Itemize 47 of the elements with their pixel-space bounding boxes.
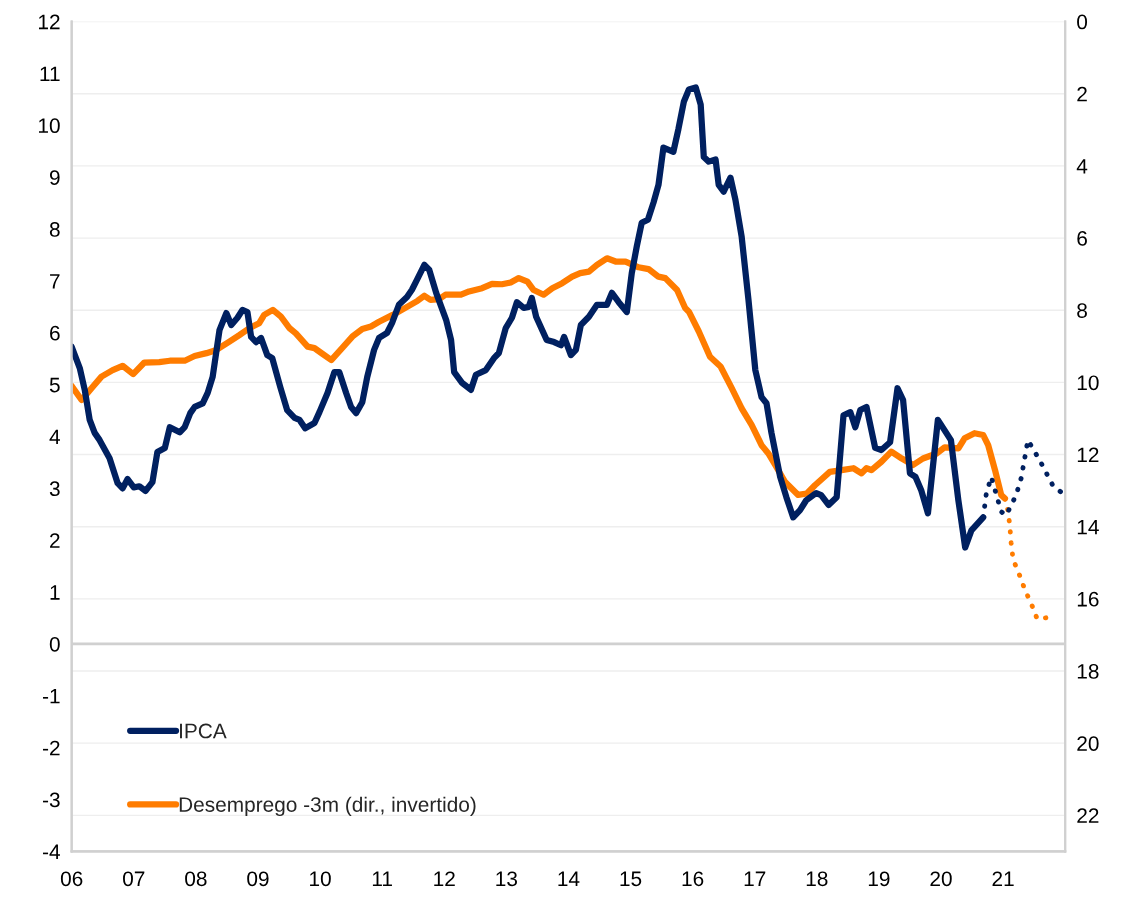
y-tick-label: -1: [42, 689, 60, 704]
y-tick-label: 6: [50, 325, 60, 341]
y2-tick-label: 12: [1077, 447, 1099, 463]
y-tick-label: 3: [49, 481, 60, 497]
y2-tick-label: 22: [1077, 808, 1099, 823]
y2-tick-label: 2: [1077, 86, 1087, 102]
legend-label: IPCA: [180, 723, 227, 739]
x-tick-label: 14: [558, 871, 580, 886]
y-tick-label: 12: [39, 14, 60, 30]
y-tick-label: -4: [42, 844, 60, 859]
y-tick-label: 5: [49, 377, 60, 393]
x-tick-label: 09: [247, 871, 269, 887]
y2-tick-label: 18: [1077, 664, 1099, 679]
y-tick-label: -3: [42, 792, 60, 808]
y2-tick-label: 8: [1077, 303, 1087, 318]
x-tick-label: 19: [868, 871, 890, 887]
y2-tick-label: 4: [1076, 159, 1088, 174]
x-tick-label: 06: [60, 871, 83, 887]
y2-tick-label: 6: [1077, 231, 1087, 246]
x-tick-label: 07: [123, 871, 145, 887]
y-tick-label: 10: [39, 118, 60, 134]
y-tick-label: 2: [50, 533, 60, 548]
x-tick-label: 21: [992, 871, 1014, 886]
y2-tick-label: 10: [1077, 375, 1099, 391]
x-tick-label: 17: [744, 871, 766, 886]
legend-label: Desemprego -3m (dir., invertido): [179, 796, 476, 817]
y2-tick-label: 0: [1077, 14, 1088, 30]
x-tick-label: 16: [682, 871, 704, 887]
y-tick-label: 8: [49, 222, 60, 237]
y-tick-label: 9: [49, 170, 60, 185]
x-tick-label: 18: [806, 871, 828, 887]
y2-tick-label: 20: [1077, 736, 1099, 751]
x-tick-label: 20: [930, 871, 952, 887]
y2-tick-label: 14: [1077, 519, 1099, 535]
x-tick-label: 13: [496, 871, 518, 887]
y2-tick-label: 16: [1077, 591, 1099, 607]
x-tick-label: 10: [310, 871, 331, 887]
y-tick-label: 7: [50, 274, 60, 289]
x-tick-label: 08: [185, 871, 207, 887]
y-tick-label: 0: [49, 636, 60, 652]
x-tick-label: 12: [434, 871, 455, 886]
y-tick-label: 4: [49, 429, 60, 445]
y-tick-label: 11: [40, 66, 60, 82]
x-tick-label: 15: [620, 871, 642, 887]
y-tick-label: -2: [42, 740, 60, 756]
x-tick-label: 11: [372, 871, 392, 886]
y-tick-label: 1: [50, 585, 60, 600]
